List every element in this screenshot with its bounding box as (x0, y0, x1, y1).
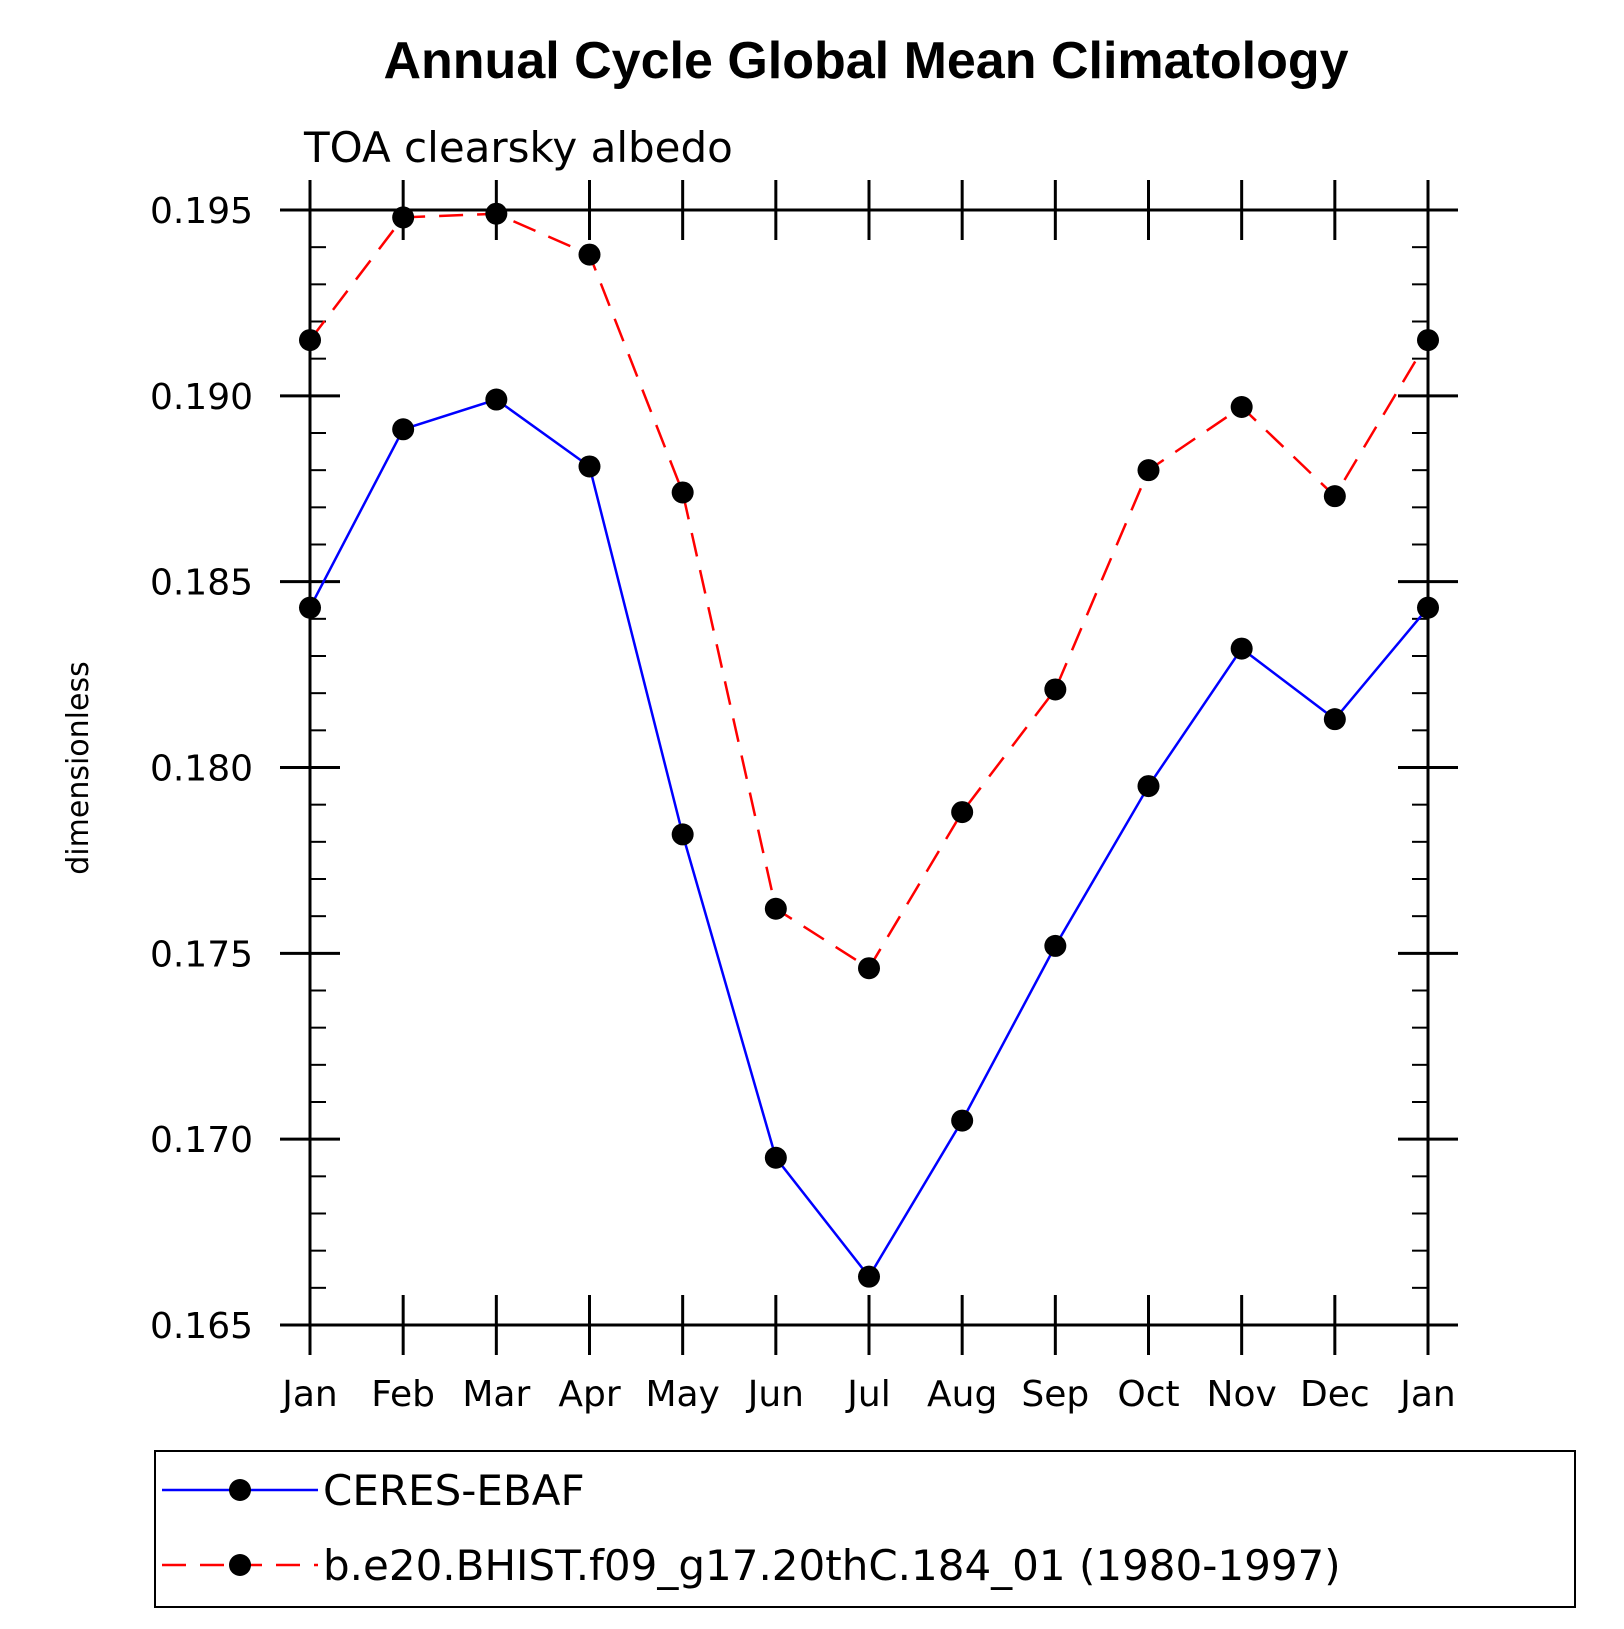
legend-box (154, 1450, 1576, 1608)
x-tick-label: Jan (280, 1374, 338, 1415)
data-point (671, 481, 694, 504)
y-tick-label: 0.195 (150, 191, 253, 232)
x-tick-label: Mar (462, 1374, 530, 1415)
data-point (1044, 934, 1067, 957)
x-tick-label: Feb (371, 1374, 435, 1415)
data-point (858, 957, 880, 980)
data-point (951, 1109, 974, 1132)
x-tick-label: Oct (1117, 1374, 1179, 1415)
x-tick-label: Aug (927, 1374, 997, 1415)
x-tick-label: Nov (1207, 1374, 1277, 1415)
data-point (578, 243, 601, 266)
series-2 (299, 202, 1439, 980)
x-tick-label: Dec (1300, 1374, 1370, 1415)
x-tick-label: Jan (1398, 1374, 1456, 1415)
data-point (951, 801, 974, 824)
tick-labels: 0.165 0.170 0.175 0.180 0.185 0.190 0.195 Jan Fe… (150, 191, 1456, 1415)
data-point (392, 206, 415, 229)
legend-label-1: CERES-EBAF (323, 1466, 585, 1515)
y-tick-label: 0.175 (150, 934, 253, 975)
data-point (485, 388, 508, 411)
data-point (299, 596, 321, 619)
data-point (1417, 596, 1439, 619)
x-tick-label: Jun (746, 1374, 804, 1415)
data-point (671, 823, 694, 846)
data-point (1323, 485, 1346, 508)
data-point (485, 202, 508, 225)
data-point (1230, 637, 1253, 660)
y-axis-label: dimensionless (61, 661, 96, 874)
data-point (1323, 708, 1346, 731)
axis-ticks (280, 180, 1458, 1355)
x-tick-label: Apr (558, 1374, 620, 1415)
y-tick-label: 0.170 (150, 1120, 253, 1161)
data-point (858, 1265, 880, 1288)
series-1 (299, 388, 1439, 1288)
data-point (1137, 775, 1160, 798)
y-tick-label: 0.165 (150, 1306, 253, 1347)
chart-title: Annual Cycle Global Mean Climatology (383, 32, 1348, 90)
legend-marker-1 (229, 1479, 251, 1501)
data-point (578, 455, 601, 478)
data-point (1044, 678, 1067, 701)
legend: CERES-EBAF b.e20.BHIST.f09_g17.20thC.184_… (154, 1450, 1576, 1608)
data-point (299, 329, 321, 352)
y-tick-label: 0.180 (150, 749, 253, 790)
y-tick-label: 0.185 (150, 563, 253, 604)
chart-subtitle: TOA clearsky albedo (303, 123, 733, 172)
data-point (392, 418, 415, 441)
plot-frame (308, 208, 1430, 1327)
data-point (1417, 329, 1439, 352)
series-line (308, 398, 1429, 1279)
x-tick-label: Jul (845, 1374, 890, 1415)
data-point (764, 897, 787, 920)
x-tick-label: Sep (1021, 1374, 1089, 1415)
legend-marker-2 (229, 1554, 251, 1576)
x-tick-label: May (645, 1374, 719, 1415)
series-line (309, 212, 1430, 970)
y-tick-label: 0.190 (150, 377, 253, 418)
series-layer (299, 202, 1439, 1288)
data-point (1137, 459, 1160, 482)
data-point (1230, 395, 1253, 418)
data-point (764, 1146, 787, 1169)
legend-label-2: b.e20.BHIST.f09_g17.20thC.184_01 (1980-1… (323, 1541, 1341, 1590)
